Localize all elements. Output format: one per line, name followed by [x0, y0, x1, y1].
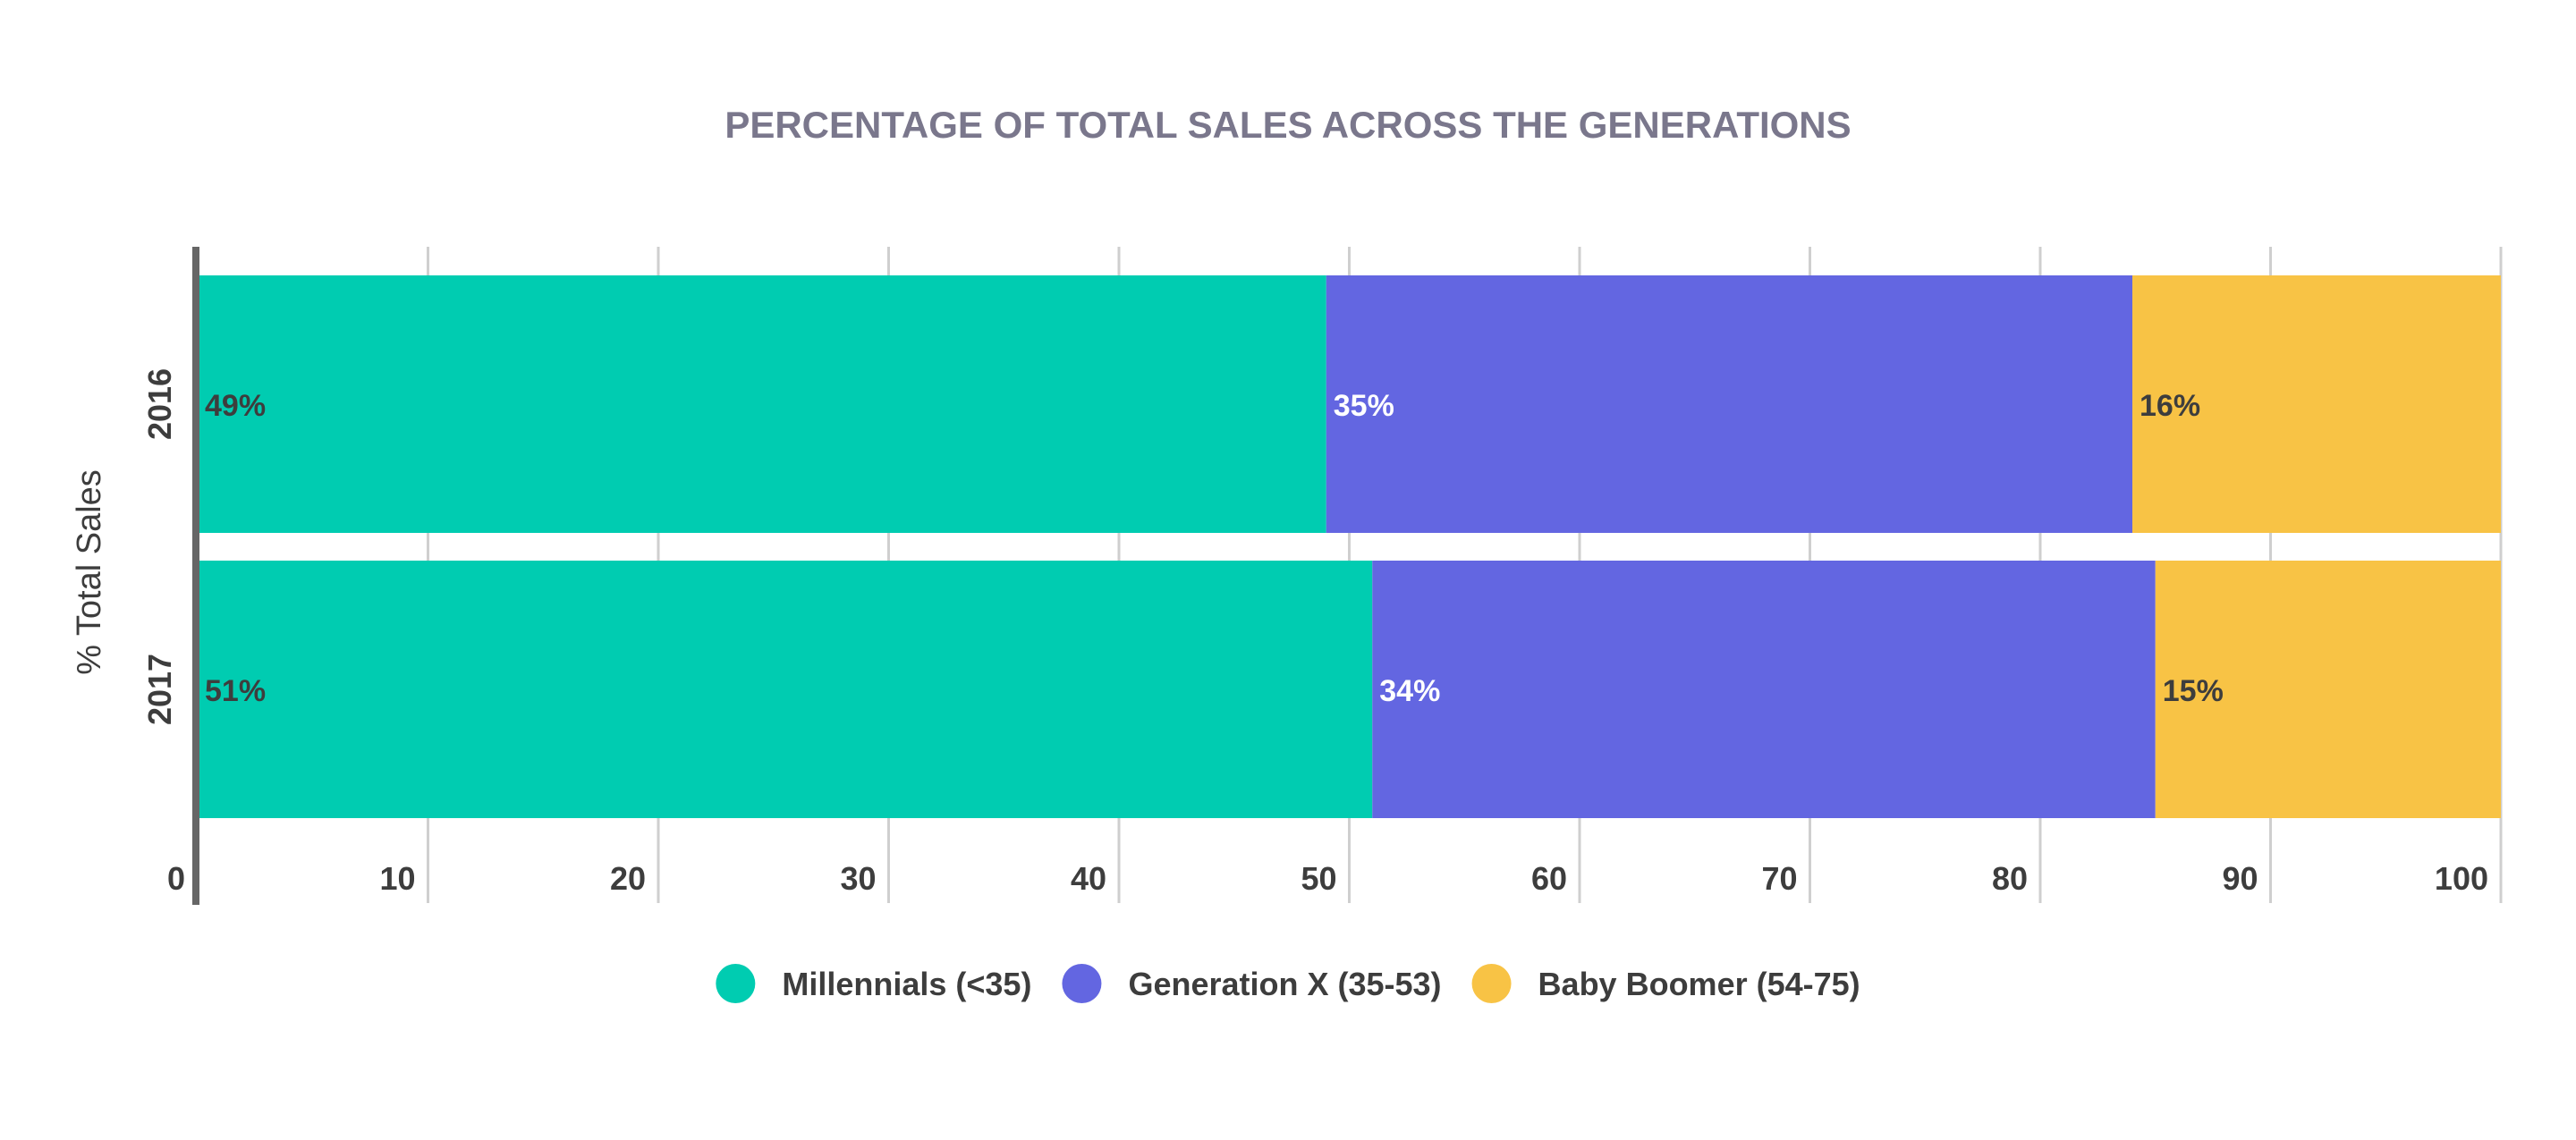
bars — [198, 275, 2501, 818]
bar-labels: 49% 35% 16% 51% 34% 15% — [205, 389, 2224, 708]
legend-label: Generation X (35-53) — [1128, 966, 1441, 1002]
chart-title: PERCENTAGE OF TOTAL SALES ACROSS THE GEN… — [724, 104, 1851, 146]
data-label: 34% — [1379, 674, 1440, 708]
x-tick-label: 80 — [1992, 860, 2028, 897]
data-label: 16% — [2140, 389, 2200, 423]
x-tick-label: 60 — [1531, 860, 1567, 897]
legend: Millennials (<35) Generation X (35-53) Bab… — [716, 964, 1860, 1003]
bar-segment — [198, 561, 1373, 818]
legend-label: Baby Boomer (54-75) — [1538, 966, 1860, 1002]
bar-segment — [1326, 275, 2132, 533]
x-tick-label: 50 — [1301, 860, 1336, 897]
x-tick-label: 40 — [1071, 860, 1106, 897]
x-tick-label: 20 — [610, 860, 646, 897]
data-label: 49% — [205, 389, 266, 423]
x-tick-label: 100 — [2435, 860, 2488, 897]
x-tick-label: 30 — [840, 860, 876, 897]
x-tick-label: 90 — [2222, 860, 2258, 897]
bar-segment — [2155, 561, 2501, 818]
x-tick-label: 10 — [379, 860, 415, 897]
x-tick-labels: 0 10 20 30 40 50 60 70 80 90 100 — [167, 860, 2488, 897]
legend-swatch — [716, 964, 756, 1003]
bar-segment — [2132, 275, 2501, 533]
bar-segment — [198, 275, 1326, 533]
category-labels: 2016 2017 — [141, 368, 178, 725]
category-label: 2017 — [141, 654, 178, 725]
legend-swatch — [1062, 964, 1102, 1003]
legend-label: Millennials (<35) — [782, 966, 1031, 1002]
bar-segment — [1372, 561, 2156, 818]
legend-swatch — [1471, 964, 1512, 1003]
data-label: 51% — [205, 674, 266, 708]
x-tick-label: 0 — [167, 860, 185, 897]
y-axis-title: % Total Sales — [71, 469, 108, 675]
x-tick-label: 70 — [1761, 860, 1797, 897]
data-label: 15% — [2163, 674, 2224, 708]
category-label: 2016 — [141, 368, 178, 440]
data-label: 35% — [1334, 389, 1394, 423]
